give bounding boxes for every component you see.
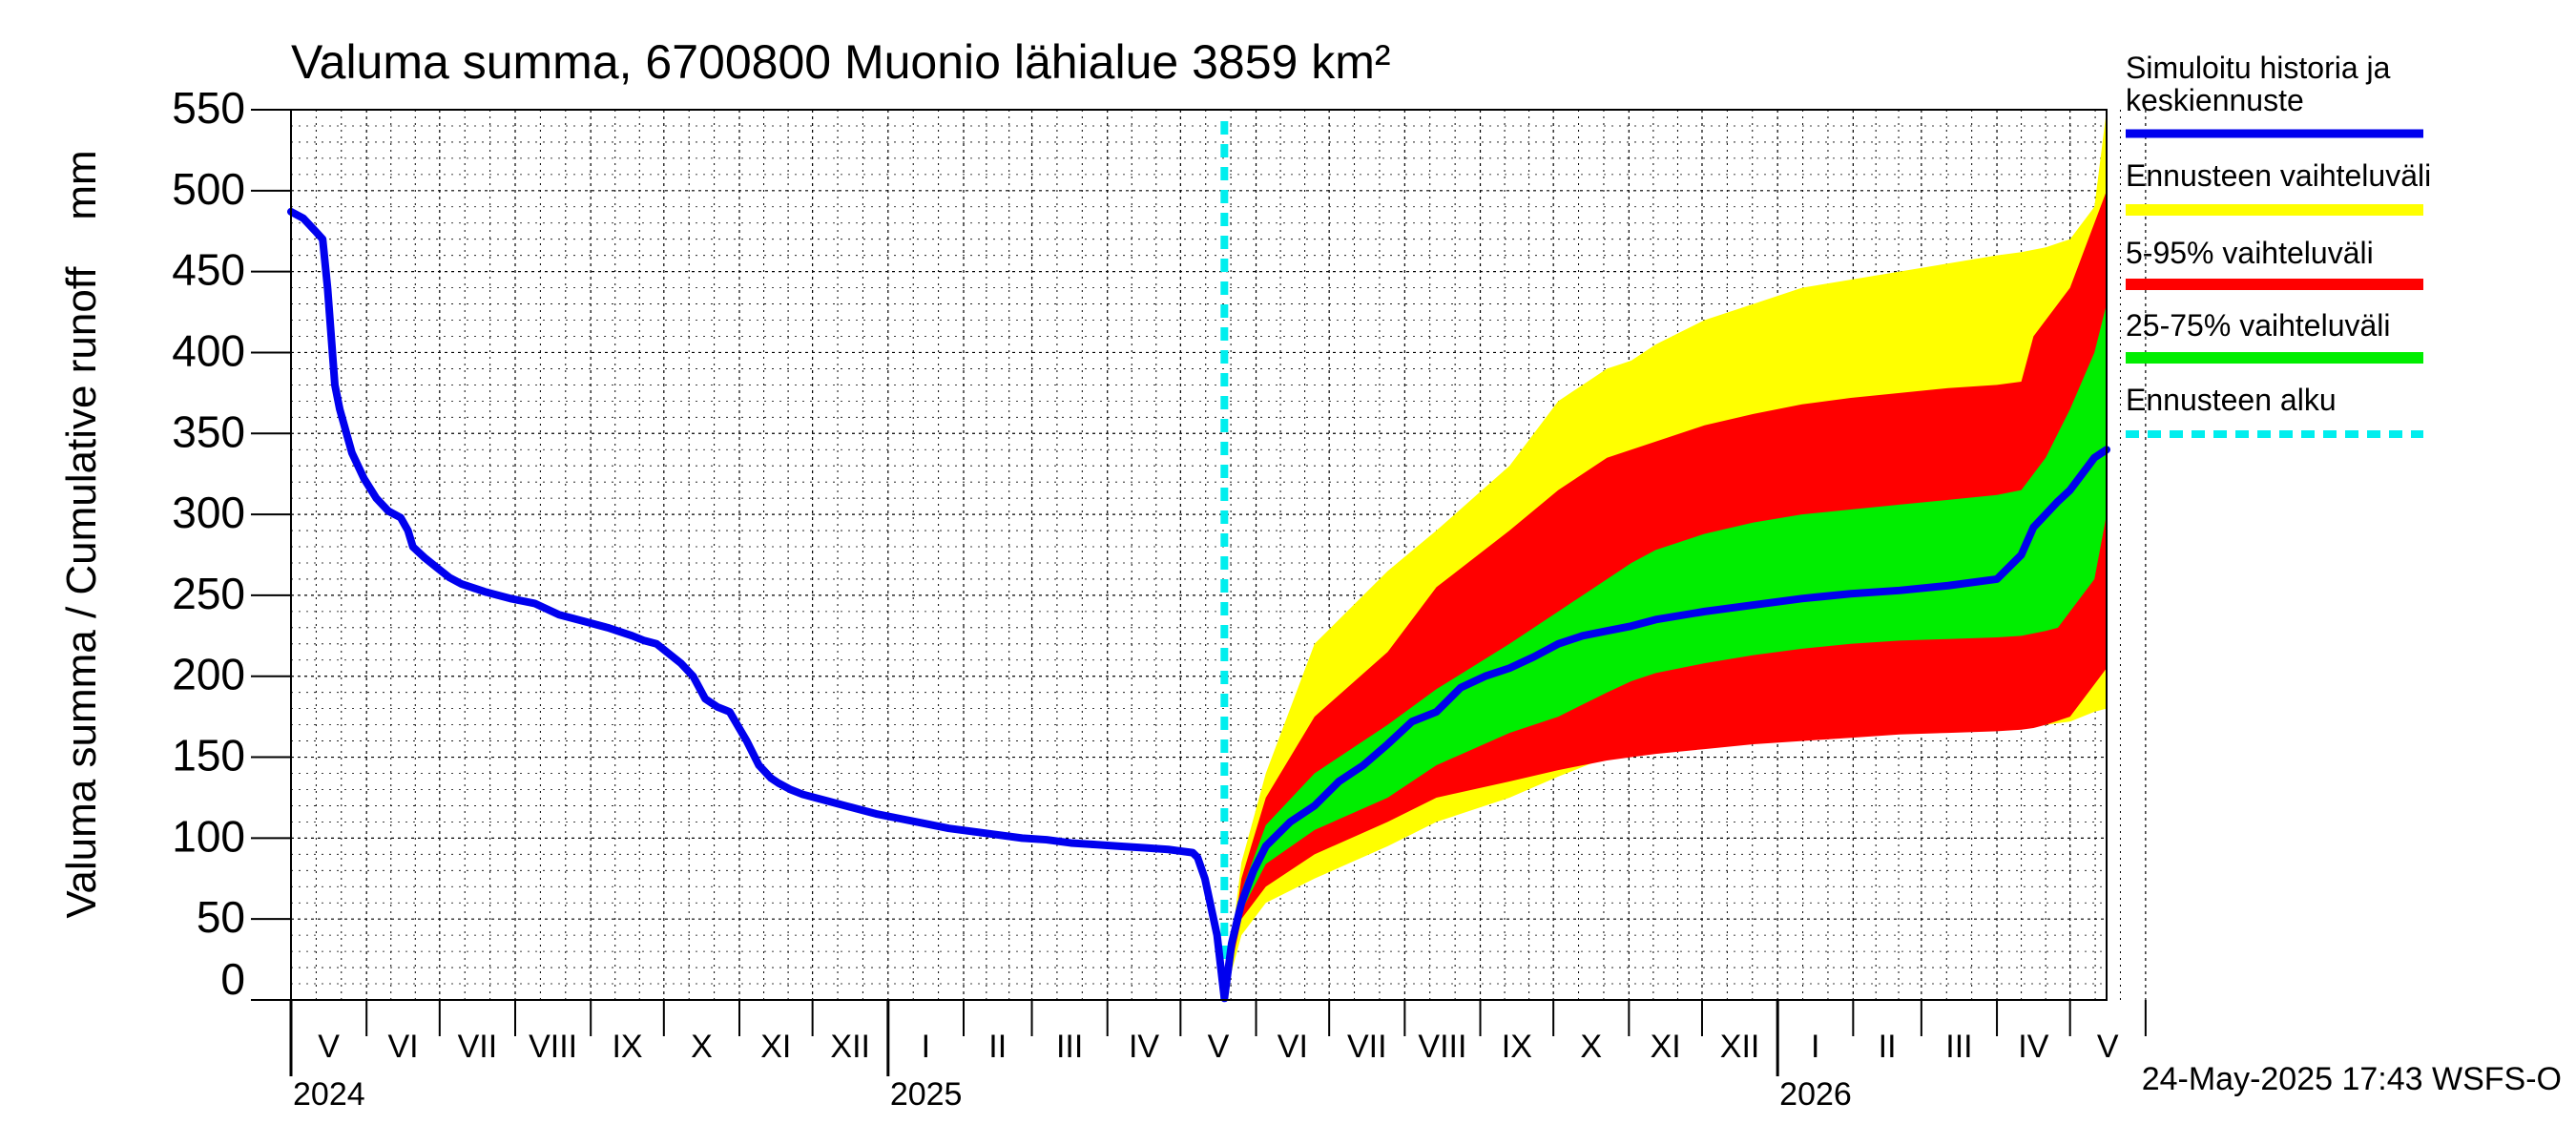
x-month-label: X xyxy=(1580,1029,1602,1065)
y-tick-label: 400 xyxy=(172,325,245,375)
y-tick-label: 550 xyxy=(172,83,245,133)
x-month-label: IV xyxy=(1129,1029,1159,1065)
y-tick-label: 450 xyxy=(172,245,245,295)
x-month-label: I xyxy=(922,1029,930,1065)
legend-label: Ennusteen vaihteluväli xyxy=(2126,158,2431,193)
x-month-label: X xyxy=(691,1029,713,1065)
chart-title: Valuma summa, 6700800 Muonio lähialue 38… xyxy=(291,35,1391,89)
x-month-label: IV xyxy=(2018,1029,2048,1065)
legend-entry: 5-95% vaihteluväli xyxy=(2126,236,2423,290)
y-tick-label: 150 xyxy=(172,731,245,781)
y-tick-label: 200 xyxy=(172,650,245,699)
x-month-label: II xyxy=(1879,1029,1897,1065)
x-month-label: XII xyxy=(1720,1029,1760,1065)
x-month-label: IX xyxy=(612,1029,642,1065)
legend-label: Ennusteen alku xyxy=(2126,383,2337,417)
x-month-label: III xyxy=(1056,1029,1083,1065)
plot-frame xyxy=(290,109,2108,1001)
timestamp: 24-May-2025 17:43 WSFS-O xyxy=(2142,1061,2562,1097)
y-tick-label: 0 xyxy=(220,954,245,1004)
plot-area xyxy=(287,109,2147,1003)
legend-entry: 25-75% vaihteluväli xyxy=(2126,308,2423,364)
x-month-label: III xyxy=(1945,1029,1972,1065)
x-month-label: VII xyxy=(458,1029,498,1065)
x-year-label: 2025 xyxy=(890,1076,963,1113)
x-month-label: VI xyxy=(1278,1029,1308,1065)
y-tick-label: 100 xyxy=(172,811,245,861)
x-month-label: VIII xyxy=(1418,1029,1466,1065)
x-month-label: V xyxy=(1208,1029,1230,1065)
x-month-label: I xyxy=(1811,1029,1819,1065)
y-tick-label: 250 xyxy=(172,569,245,618)
x-month-label: II xyxy=(988,1029,1007,1065)
legend-label: Simuloitu historia ja xyxy=(2126,51,2391,85)
x-month-label: XI xyxy=(1651,1029,1681,1065)
x-month-label: VII xyxy=(1347,1029,1387,1065)
y-tick-label: 500 xyxy=(172,164,245,214)
legend-label: 25-75% vaihteluväli xyxy=(2126,308,2391,343)
legend-entry: Ennusteen alku xyxy=(2126,383,2423,438)
series-line-simulated xyxy=(287,207,2110,1003)
y-tick-label: 50 xyxy=(197,892,245,942)
band-25-75-vaihteluv-li xyxy=(1224,303,2107,999)
x-month-label: XI xyxy=(760,1029,791,1065)
legend-label: 5-95% vaihteluväli xyxy=(2126,236,2374,270)
y-tick-label: 300 xyxy=(172,488,245,537)
x-month-label: IX xyxy=(1502,1029,1532,1065)
x-month-label: VIII xyxy=(529,1029,577,1065)
x-month-label: V xyxy=(2097,1029,2119,1065)
x-month-label: V xyxy=(318,1029,340,1065)
legend-label: keskiennuste xyxy=(2126,83,2304,117)
y-tick-label: 350 xyxy=(172,406,245,456)
legend-entry: Ennusteen vaihteluväli xyxy=(2126,158,2431,216)
x-month-label: XII xyxy=(830,1029,870,1065)
x-year-label: 2024 xyxy=(293,1076,365,1113)
x-month-label: VI xyxy=(387,1029,418,1065)
y-axis-label: Valuma summa / Cumulative runoff mm xyxy=(58,150,105,918)
x-year-label: 2026 xyxy=(1779,1076,1852,1113)
